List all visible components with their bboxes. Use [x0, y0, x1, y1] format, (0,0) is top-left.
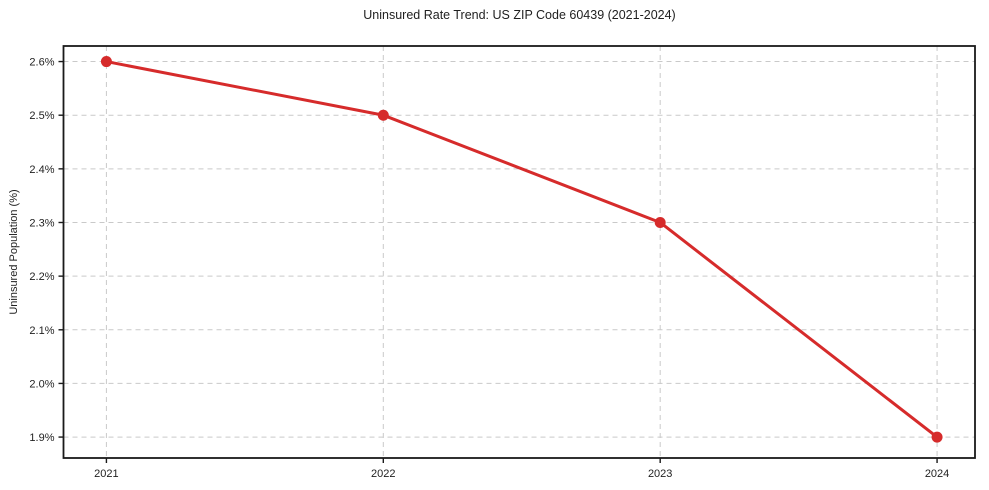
- y-tick-label: 2.6%: [29, 57, 54, 69]
- x-tick-label: 2021: [94, 468, 118, 480]
- y-tick-label: 2.0%: [29, 378, 54, 390]
- y-tick-label: 2.3%: [29, 217, 54, 229]
- data-point-marker: [100, 56, 112, 68]
- x-tick-label: 2022: [371, 468, 395, 480]
- x-tick-label: 2023: [648, 468, 672, 480]
- data-point-marker: [654, 216, 666, 228]
- y-tick-label: 1.9%: [29, 432, 54, 444]
- chart-title: Uninsured Rate Trend: US ZIP Code 60439 …: [363, 8, 676, 22]
- trend-line: [104, 60, 939, 439]
- y-tick-label: 2.2%: [29, 271, 54, 283]
- y-tick-label: 2.4%: [29, 164, 54, 176]
- data-point-marker: [931, 431, 943, 443]
- y-tick-label: 2.1%: [29, 325, 54, 337]
- data-point-marker: [377, 109, 389, 121]
- y-tick-label: 2.5%: [29, 110, 54, 122]
- plot-border: [62, 45, 976, 459]
- x-tick-label: 2024: [925, 468, 949, 480]
